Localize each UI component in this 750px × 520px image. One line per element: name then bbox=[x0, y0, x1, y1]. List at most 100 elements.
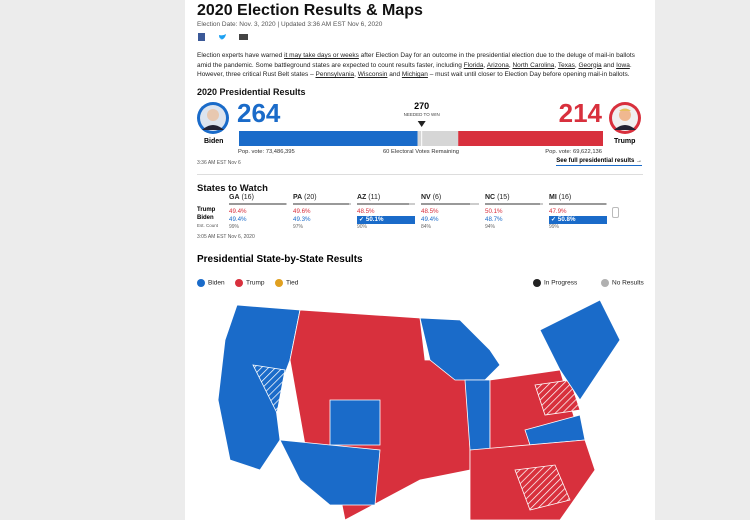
section-title: 2020 Presidential Results bbox=[197, 87, 306, 97]
section-title: Presidential State-by-State Results bbox=[197, 254, 363, 265]
state-header: AZ (11) bbox=[357, 194, 415, 201]
legend-label: In Progress bbox=[544, 279, 578, 287]
legend-label: Tied bbox=[286, 279, 299, 287]
full-results-link[interactable]: See full presidential results → bbox=[556, 158, 642, 166]
intro-link[interactable]: Michigan bbox=[401, 71, 428, 78]
count-fill bbox=[421, 203, 470, 205]
trump-pct: 47.9% bbox=[549, 208, 567, 215]
intro-link[interactable]: it may take days or weeks bbox=[284, 52, 359, 59]
state-header: NV (6) bbox=[421, 194, 479, 201]
twitter-icon[interactable] bbox=[219, 34, 226, 40]
trump-avatar bbox=[609, 102, 641, 134]
pop-vote: Pop. vote: 73,486,395 bbox=[238, 149, 295, 155]
state-ev: (16) bbox=[558, 194, 572, 201]
legend-item: Trump bbox=[235, 279, 265, 287]
state-region bbox=[534, 379, 581, 416]
state-name: AZ bbox=[357, 194, 367, 201]
section-title: States to Watch bbox=[197, 183, 268, 194]
intro-link[interactable]: Wisconsin bbox=[357, 71, 388, 78]
link-text[interactable]: See full presidential results bbox=[556, 158, 635, 164]
state-column: PA (20) 49.6% 49.3% 97% bbox=[293, 194, 351, 230]
state-name: MI bbox=[549, 194, 557, 201]
remaining: 60 Electoral Votes Remaining bbox=[383, 149, 459, 155]
count-bar bbox=[485, 203, 543, 205]
divider bbox=[197, 174, 643, 175]
facebook-icon[interactable] bbox=[198, 33, 205, 41]
trump-cell: 48.5% bbox=[421, 208, 479, 216]
biden-pct: 49.4% bbox=[229, 216, 247, 223]
trump-cell: 50.1% bbox=[485, 208, 543, 216]
intro-text: – must wait until closer to Election Day… bbox=[427, 71, 630, 78]
count-fill bbox=[485, 203, 540, 205]
legend-swatch bbox=[533, 279, 541, 287]
remaining-label: Electoral Votes Remaining bbox=[391, 149, 460, 155]
count-bar bbox=[549, 203, 607, 205]
intro-text: , bbox=[574, 61, 579, 69]
intro-text: , bbox=[554, 61, 558, 69]
row-label: Biden bbox=[197, 215, 214, 221]
count-bar bbox=[293, 203, 351, 205]
intro-text: and bbox=[601, 61, 617, 69]
page: 2020 Election Results & Maps Election Da… bbox=[185, 0, 655, 520]
timestamp: 3:05 AM EST Nov 6, 2020 bbox=[197, 234, 255, 240]
count-pct: 90% bbox=[357, 224, 368, 230]
intro-text: . However, three critical Rust Belt stat… bbox=[197, 61, 632, 79]
legend-swatch bbox=[197, 279, 205, 287]
state-name: NV bbox=[421, 194, 431, 201]
trump-cell: 48.5% bbox=[357, 208, 415, 216]
biden-pct: 50.1% bbox=[365, 216, 384, 223]
biden-cell: ✓ 50.8% bbox=[549, 216, 607, 224]
intro-link[interactable]: Arizona bbox=[486, 61, 509, 69]
state-name: PA bbox=[293, 194, 303, 201]
state-region bbox=[514, 464, 571, 511]
legend-item: Biden bbox=[197, 279, 225, 287]
legend-item: No Results bbox=[601, 279, 644, 287]
dateline: Election Date: Nov. 3, 2020 | Updated 3:… bbox=[197, 21, 383, 28]
share-icons[interactable] bbox=[197, 32, 257, 42]
biden-cell: ✓ 50.1% bbox=[357, 216, 415, 224]
intro-paragraph: Election experts have warned it may take… bbox=[197, 51, 645, 80]
scroll-handle[interactable] bbox=[612, 207, 619, 218]
count-pct: 99% bbox=[229, 224, 240, 230]
state-region bbox=[279, 439, 381, 506]
state-column: AZ (11) 48.5% ✓ 50.1% 90% bbox=[357, 194, 415, 230]
intro-link[interactable]: Iowa bbox=[616, 61, 630, 69]
trump-pct: 49.4% bbox=[229, 208, 247, 215]
intro-text: , bbox=[508, 61, 513, 69]
count-pct: 84% bbox=[421, 224, 432, 230]
legend-label: No Results bbox=[612, 279, 644, 287]
count-pct: 97% bbox=[293, 224, 304, 230]
biden-votes: 264 bbox=[237, 98, 281, 128]
intro-link[interactable]: Pennsylvania bbox=[315, 71, 355, 78]
legend-swatch bbox=[235, 279, 243, 287]
legend-label: Biden bbox=[208, 279, 225, 287]
count-fill bbox=[549, 203, 607, 205]
remaining-bar bbox=[417, 131, 459, 146]
remaining-number: 60 bbox=[382, 149, 390, 155]
state-region bbox=[419, 317, 501, 381]
intro-text: and bbox=[387, 71, 402, 78]
intro-link[interactable]: Texas bbox=[557, 61, 575, 69]
email-icon[interactable] bbox=[239, 34, 248, 40]
count-bar bbox=[229, 203, 287, 205]
state-region bbox=[329, 399, 381, 446]
timestamp: 3:36 AM EST Nov 6 bbox=[197, 160, 241, 166]
state-column: GA (16) 49.4% 49.4% 99% bbox=[229, 194, 287, 230]
legend-label: Trump bbox=[246, 279, 265, 287]
intro-link[interactable]: Florida bbox=[463, 61, 484, 69]
intro-text: Election experts have warned bbox=[197, 52, 285, 59]
biden-cell: 48.7% bbox=[485, 216, 543, 224]
count-pct: 99% bbox=[549, 224, 560, 230]
pop-vote: Pop. vote: 69,622,136 bbox=[545, 149, 602, 155]
intro-link[interactable]: Georgia bbox=[578, 61, 602, 69]
state-header: MI (16) bbox=[549, 194, 607, 201]
state-region bbox=[252, 364, 286, 415]
state-header: GA (16) bbox=[229, 194, 287, 201]
trump-pct: 48.5% bbox=[421, 208, 439, 215]
count-fill bbox=[357, 203, 410, 205]
intro-link[interactable]: North Carolina bbox=[512, 61, 555, 69]
intro-text: , bbox=[354, 71, 358, 78]
needed-marker bbox=[417, 121, 426, 127]
trump-pct: 49.6% bbox=[293, 208, 311, 215]
